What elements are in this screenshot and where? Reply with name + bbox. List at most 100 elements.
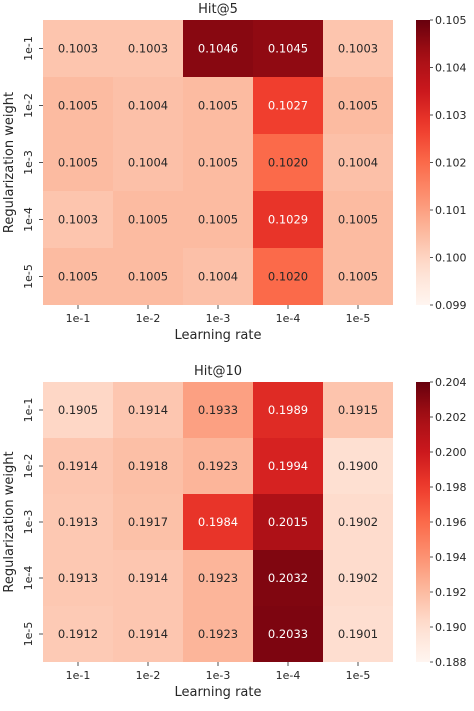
colorbar-tick-label: 0.100 bbox=[435, 252, 467, 265]
y-tick-label: 1e-1 bbox=[22, 398, 35, 423]
heatmap-cell bbox=[113, 134, 183, 191]
cell-label: 0.1020 bbox=[268, 156, 308, 170]
cell-label: 0.2015 bbox=[268, 515, 308, 529]
heatmap-cell bbox=[253, 134, 323, 191]
heatmap-panel-1: Hit@5 0.1003 0.1003 0.1046 0.1045 0.1003 0.100… bbox=[2, 2, 467, 343]
heatmap-cell bbox=[113, 494, 183, 550]
cell-label: 0.1914 bbox=[58, 459, 98, 473]
cell-label: 0.1027 bbox=[268, 99, 308, 113]
cell-label: 0.1005 bbox=[338, 213, 378, 227]
heatmap-cell bbox=[43, 550, 113, 606]
heatmap-cell bbox=[113, 20, 183, 77]
cell-label: 0.1913 bbox=[58, 515, 98, 529]
heatmap-cell bbox=[43, 248, 113, 305]
colorbar-tick-label: 0.204 bbox=[435, 376, 467, 389]
heatmap-cell bbox=[323, 438, 393, 494]
heatmap-cell bbox=[113, 606, 183, 662]
colorbar-tick-label: 0.192 bbox=[435, 586, 467, 599]
cell-label: 0.1004 bbox=[198, 270, 238, 284]
y-tick-label: 1e-2 bbox=[22, 454, 35, 479]
heatmap-panel-2: Hit@10 0.1905 0.1914 0.1933 0.1989 0.1915 0.19… bbox=[2, 364, 467, 700]
colorbar-tick-label: 0.099 bbox=[435, 299, 467, 312]
cell-label: 0.1913 bbox=[58, 571, 98, 585]
cell-label: 0.1005 bbox=[198, 213, 238, 227]
colorbar-tick-label: 0.198 bbox=[435, 481, 467, 494]
x-tick-label: 1e-5 bbox=[346, 669, 371, 682]
cell-label: 0.1005 bbox=[198, 156, 238, 170]
heatmap-cell bbox=[43, 606, 113, 662]
heatmap-cell bbox=[43, 134, 113, 191]
cell-label: 0.1004 bbox=[128, 156, 168, 170]
colorbar-tick-label: 0.102 bbox=[435, 157, 467, 170]
x-axis-label: Learning rate bbox=[175, 328, 262, 343]
cell-label: 0.1915 bbox=[338, 403, 378, 417]
cell-label: 0.1004 bbox=[338, 156, 378, 170]
cell-label: 0.1005 bbox=[128, 270, 168, 284]
cell-label: 0.1923 bbox=[198, 571, 238, 585]
cell-label: 0.1905 bbox=[58, 403, 98, 417]
cell-label: 0.1004 bbox=[128, 99, 168, 113]
cell-label: 0.1020 bbox=[268, 270, 308, 284]
colorbar bbox=[416, 382, 430, 662]
x-tick-label: 1e-2 bbox=[136, 669, 161, 682]
heatmap-cell bbox=[323, 20, 393, 77]
cell-label: 0.1914 bbox=[128, 571, 168, 585]
x-tick-label: 1e-5 bbox=[346, 312, 371, 325]
heatmap-cell bbox=[253, 606, 323, 662]
heatmap-cell bbox=[323, 191, 393, 248]
heatmap-cell bbox=[183, 20, 253, 77]
heatmap-cell bbox=[253, 494, 323, 550]
heatmap-cell bbox=[183, 382, 253, 438]
cell-label: 0.1900 bbox=[338, 459, 378, 473]
chart-title: Hit@5 bbox=[198, 2, 238, 17]
colorbar-tick-label: 0.202 bbox=[435, 411, 467, 424]
cell-label: 0.1933 bbox=[198, 403, 238, 417]
x-tick-label: 1e-2 bbox=[136, 312, 161, 325]
heatmap-cell bbox=[253, 382, 323, 438]
cell-label: 0.1005 bbox=[198, 99, 238, 113]
cell-label: 0.1005 bbox=[58, 270, 98, 284]
cell-label: 0.1005 bbox=[128, 213, 168, 227]
heatmap-cell bbox=[253, 77, 323, 134]
heatmap-cell bbox=[253, 20, 323, 77]
heatmap-cell bbox=[113, 382, 183, 438]
y-tick-label: 1e-3 bbox=[22, 150, 35, 175]
heatmap-cell bbox=[183, 438, 253, 494]
heatmap-cell bbox=[113, 550, 183, 606]
heatmap-cell bbox=[113, 191, 183, 248]
cell-label: 0.1005 bbox=[338, 270, 378, 284]
cell-label: 0.1912 bbox=[58, 627, 98, 641]
x-tick-label: 1e-3 bbox=[206, 312, 231, 325]
cell-label: 0.1917 bbox=[128, 515, 168, 529]
heatmap-cell bbox=[323, 494, 393, 550]
heatmap-cell bbox=[43, 191, 113, 248]
cell-label: 0.1984 bbox=[198, 515, 238, 529]
heatmap-cell bbox=[183, 550, 253, 606]
colorbar-tick-label: 0.194 bbox=[435, 551, 467, 564]
heatmap-cell bbox=[253, 248, 323, 305]
cell-label: 0.1914 bbox=[128, 403, 168, 417]
x-tick-label: 1e-1 bbox=[66, 669, 91, 682]
heatmap-cell bbox=[323, 606, 393, 662]
y-tick-label: 1e-5 bbox=[22, 622, 35, 647]
cell-label: 0.2032 bbox=[268, 571, 308, 585]
heatmap-cell bbox=[323, 550, 393, 606]
heatmap-cell bbox=[183, 248, 253, 305]
heatmap-cell bbox=[113, 77, 183, 134]
y-tick-label: 1e-3 bbox=[22, 510, 35, 535]
y-tick-label: 1e-1 bbox=[22, 36, 35, 61]
x-tick-label: 1e-4 bbox=[276, 312, 301, 325]
cell-label: 0.1046 bbox=[198, 42, 238, 56]
heatmap-cell bbox=[183, 494, 253, 550]
heatmap-cell bbox=[43, 382, 113, 438]
cell-label: 0.1994 bbox=[268, 459, 308, 473]
heatmap-cell bbox=[183, 134, 253, 191]
cell-label: 0.1045 bbox=[268, 42, 308, 56]
y-tick-label: 1e-4 bbox=[22, 207, 35, 232]
colorbar bbox=[416, 20, 430, 305]
y-axis-label: Regularization weight bbox=[2, 92, 17, 233]
cell-label: 0.1005 bbox=[338, 99, 378, 113]
x-tick-label: 1e-4 bbox=[276, 669, 301, 682]
cell-label: 0.1029 bbox=[268, 213, 308, 227]
